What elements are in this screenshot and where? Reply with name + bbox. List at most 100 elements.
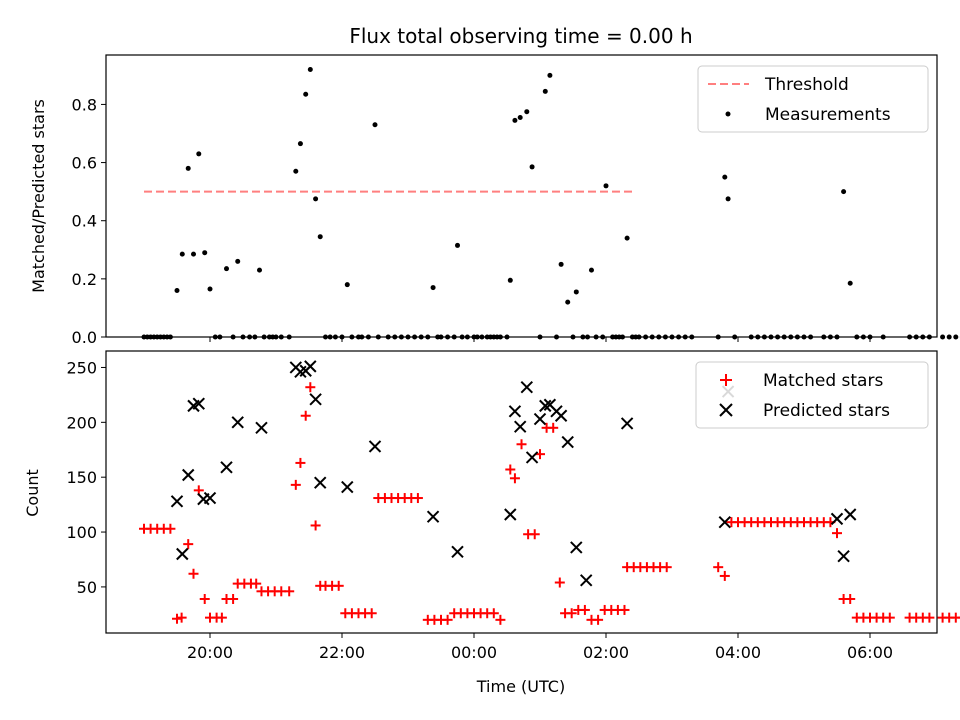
measurement-point	[313, 196, 319, 202]
matched-star-point	[295, 457, 306, 468]
bottom-panel: Count Time (UTC) 50 100 150 200 250 20:00 22:…	[23, 350, 960, 696]
bottom-legend: Matched stars Predicted stars	[695, 361, 929, 429]
predicted-star-point	[182, 468, 195, 482]
legend-predicted-label: Predicted stars	[763, 401, 890, 421]
bottom-x-tick-label: 00:00	[451, 643, 497, 662]
matched-star-point	[516, 439, 527, 450]
matched-star-point	[529, 529, 540, 540]
matched-star-point	[884, 612, 895, 623]
bottom-x-tick-label: 20:00	[187, 643, 233, 662]
predicted-star-point	[368, 440, 382, 453]
matched-star-point	[713, 562, 724, 573]
predicted-star-point	[203, 491, 217, 505]
measurement-point	[603, 183, 609, 189]
measurement-point	[517, 115, 523, 121]
predicted-star-point	[504, 508, 517, 521]
bottom-x-tick-label: 04:00	[715, 643, 761, 662]
matched-star-point	[957, 616, 960, 619]
predicted-legend-marker	[719, 403, 733, 417]
predicted-star-point	[837, 549, 850, 563]
predicted-star-point	[561, 435, 574, 449]
matched-star-point	[832, 528, 842, 539]
measurement-point	[344, 282, 350, 288]
predicted-star-point	[570, 541, 583, 554]
matched-star-point	[199, 593, 210, 604]
measurement-point	[297, 141, 303, 147]
bottom-x-tick-label: 22:00	[319, 643, 365, 662]
measurement-point	[940, 334, 946, 340]
measurement-point	[317, 234, 323, 240]
top-y-axis-label: Matched/Predicted stars	[29, 99, 48, 293]
measurement-point	[524, 109, 530, 115]
measurement-point	[372, 122, 378, 128]
predicted-star-point	[520, 381, 534, 394]
measurement-point	[565, 299, 571, 305]
bottom-y-tick-label: 50	[77, 578, 97, 597]
matched-star-point	[183, 539, 194, 550]
predicted-star-point	[192, 397, 205, 410]
matched-star-point	[412, 493, 423, 504]
bottom-y-ticks: 50 100 150 200 250	[66, 358, 106, 597]
predicted-star-point	[220, 461, 233, 474]
top-y-tick-label: 0.2	[72, 270, 97, 289]
measurement-point	[303, 91, 309, 97]
matched-stars-points	[139, 382, 960, 625]
measurement-point	[174, 287, 180, 293]
measurement-point	[196, 151, 202, 157]
matched-star-point	[300, 410, 311, 421]
measurement-point	[224, 266, 229, 272]
matched-star-point	[165, 523, 176, 534]
matched-star-point	[305, 382, 316, 393]
matched-star-point	[442, 614, 453, 625]
legend-matched-label: Matched stars	[763, 371, 883, 391]
matched-star-point	[366, 608, 377, 619]
measurement-point	[202, 250, 208, 256]
bottom-y-tick-label: 200	[66, 413, 97, 432]
measurement-point	[624, 235, 630, 241]
top-y-tick-label: 0.4	[72, 212, 97, 231]
matched-star-point	[619, 604, 630, 615]
matched-star-point	[333, 580, 344, 591]
bottom-legend-box	[695, 361, 929, 429]
matched-star-point	[924, 612, 935, 623]
matched-star-point	[548, 422, 559, 433]
bottom-y-tick-label: 150	[66, 468, 97, 487]
matched-star-point	[310, 520, 321, 531]
predicted-star-point	[579, 574, 593, 587]
measurement-point	[257, 267, 262, 273]
top-y-tick-label: 0.6	[72, 154, 97, 173]
top-y-tick-label: 0.0	[72, 328, 97, 347]
top-y-ticks: 0.0 0.2 0.4 0.6 0.8	[72, 95, 106, 347]
legend-threshold-label: Threshold	[764, 75, 849, 95]
measurement-point	[722, 174, 728, 180]
matched-star-point	[661, 562, 672, 573]
predicted-star-point	[176, 547, 189, 561]
measurement-point	[573, 289, 579, 295]
bottom-x-tick-label: 06:00	[847, 643, 893, 662]
predicted-star-point	[843, 508, 857, 521]
matched-star-point	[290, 479, 301, 490]
matched-star-point	[488, 608, 499, 619]
matched-star-point	[176, 612, 187, 623]
legend-measurements-label: Measurements	[765, 105, 891, 125]
predicted-stars-points	[170, 360, 857, 587]
measurement-point	[841, 189, 847, 195]
measurement-point	[307, 67, 313, 73]
measurement-point	[235, 258, 241, 264]
matched-star-point	[228, 593, 239, 604]
measurement-point	[191, 251, 196, 257]
x-axis-label: Time (UTC)	[476, 677, 565, 696]
measurement-point	[185, 165, 191, 171]
measurement-point	[293, 168, 299, 174]
measurement-point	[529, 164, 535, 170]
predicted-star-point	[554, 409, 568, 422]
measurement-point	[455, 242, 460, 248]
matched-star-point	[284, 586, 295, 597]
bottom-plot-frame	[105, 350, 938, 634]
matched-star-point	[216, 612, 227, 623]
predicted-star-point	[525, 451, 539, 464]
predicted-star-point	[426, 510, 440, 523]
predicted-star-point	[314, 476, 327, 489]
matched-star-point	[719, 570, 730, 581]
predicted-star-point	[255, 421, 268, 435]
